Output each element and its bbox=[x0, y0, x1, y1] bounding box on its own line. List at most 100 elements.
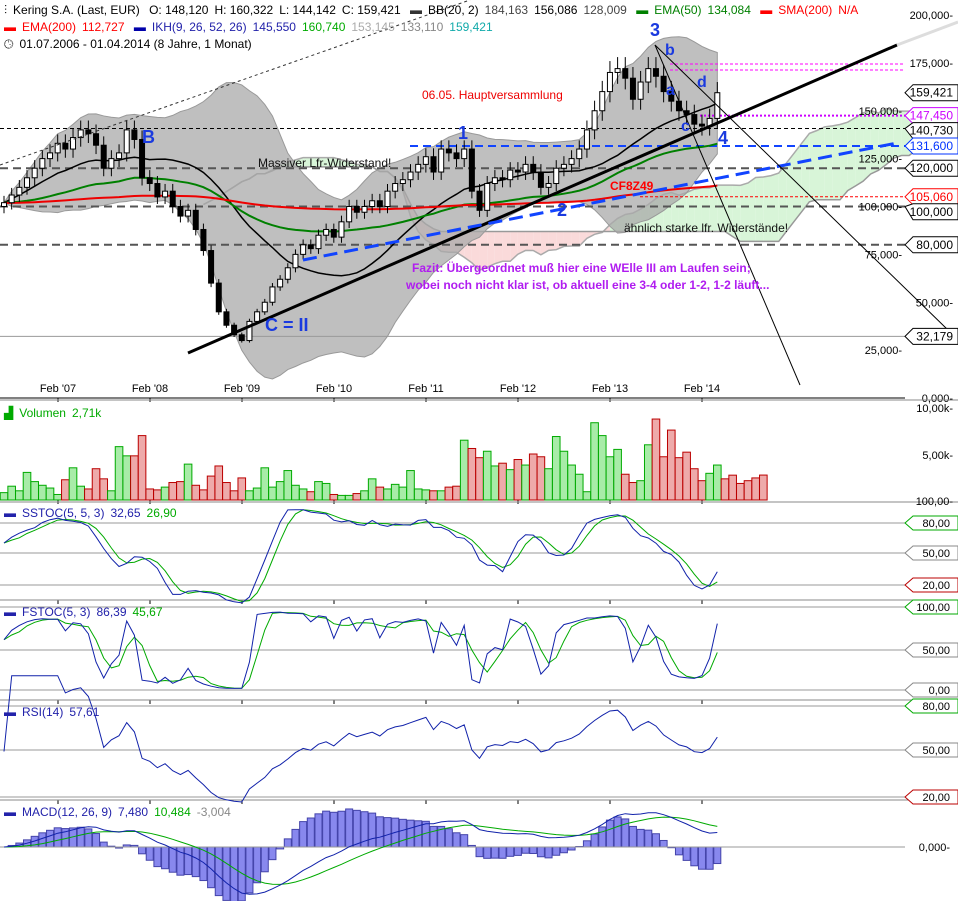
candle-body bbox=[116, 152, 123, 160]
volume-bar bbox=[337, 494, 346, 501]
y-tick-label: 200,000- bbox=[910, 10, 954, 22]
candle-body bbox=[399, 179, 406, 185]
ichimoku-cloud-segment bbox=[840, 122, 848, 200]
ichimoku-cloud-segment bbox=[579, 231, 587, 247]
candle-body bbox=[246, 320, 253, 342]
candle-body bbox=[323, 228, 330, 236]
volume-bar bbox=[206, 475, 216, 501]
candle-body bbox=[231, 324, 238, 336]
volume-bar bbox=[551, 436, 561, 501]
volume-bar bbox=[252, 487, 262, 501]
volume-bar bbox=[398, 486, 408, 501]
volume-bar bbox=[291, 484, 300, 501]
candle-body bbox=[346, 206, 353, 223]
volume-bar bbox=[214, 465, 224, 501]
volume-icon: ▟ bbox=[4, 406, 14, 420]
macd-histogram-bar bbox=[191, 846, 200, 878]
macd-histogram-bar bbox=[383, 817, 392, 848]
candle-body bbox=[8, 194, 15, 204]
volume-bar bbox=[30, 481, 39, 501]
macd-histogram-bar bbox=[268, 846, 277, 861]
ichimoku-cloud-segment bbox=[878, 108, 887, 171]
ichimoku-cloud-segment bbox=[755, 177, 764, 242]
candle-body bbox=[192, 209, 199, 230]
y-tick-label: 25,000- bbox=[865, 345, 903, 357]
volume-bar bbox=[390, 483, 400, 501]
volume-bar bbox=[628, 482, 638, 501]
macd-histogram-bar bbox=[529, 846, 538, 855]
candle-body bbox=[560, 163, 567, 169]
macd-histogram-bar bbox=[605, 819, 614, 848]
macd-histogram-bar bbox=[460, 834, 469, 848]
ichimoku-cloud-segment bbox=[701, 187, 710, 232]
volume-bar bbox=[22, 471, 32, 501]
price-level-tag bbox=[904, 327, 958, 345]
ichimoku-cloud-segment bbox=[303, 157, 311, 167]
macd-histogram-bar bbox=[299, 821, 308, 848]
macd-histogram-bar bbox=[46, 829, 55, 848]
price-level-tag bbox=[904, 203, 958, 221]
volume-bar bbox=[76, 485, 86, 501]
volume-bar bbox=[705, 472, 714, 501]
candle-body bbox=[215, 282, 222, 313]
macd-histogram-bar bbox=[636, 828, 645, 848]
candle-body bbox=[491, 177, 498, 185]
candle-body bbox=[39, 158, 46, 169]
price-level-value: 131,600 bbox=[910, 139, 954, 153]
candle-body bbox=[445, 148, 452, 154]
ichimoku-cloud-segment bbox=[740, 183, 748, 242]
macd-main-line bbox=[3, 812, 718, 895]
candle-body bbox=[622, 68, 629, 79]
candle-body bbox=[407, 171, 414, 181]
wave-C-label: C = II bbox=[265, 315, 309, 335]
volume-bar bbox=[137, 435, 147, 501]
volume-bar bbox=[268, 486, 277, 501]
volume-bar bbox=[321, 482, 331, 501]
volume-bar bbox=[544, 468, 553, 501]
candle-body bbox=[277, 278, 284, 288]
ichimoku-cloud-segment bbox=[686, 189, 695, 232]
ichimoku-cloud-segment bbox=[732, 185, 741, 242]
volume-bar bbox=[690, 468, 699, 501]
sma200-legend-icon: ▬ bbox=[760, 3, 773, 17]
candle-body bbox=[568, 158, 575, 165]
ikh-span-b: 133,110 bbox=[400, 20, 444, 34]
ichimoku-cloud-segment bbox=[310, 157, 319, 167]
candle-body bbox=[392, 183, 399, 192]
rsi-level-tag bbox=[904, 789, 958, 805]
x-tick-label: Feb '11 bbox=[408, 383, 444, 395]
volume-bar bbox=[237, 477, 247, 501]
ichimoku-cloud-segment bbox=[494, 231, 503, 264]
candle-body bbox=[514, 169, 521, 173]
annotation-hauptversammlung: 06.05. Hauptversammlung bbox=[422, 88, 563, 102]
ema200-line bbox=[3, 184, 718, 211]
sstoc-level-label: 20,00 bbox=[922, 580, 950, 592]
fstoc-signal-line bbox=[3, 612, 718, 689]
sstoc-icon: ▬ bbox=[4, 506, 16, 520]
rsi-label: RSI(14) bbox=[22, 705, 64, 719]
candle-body bbox=[668, 91, 675, 102]
trendline-support bbox=[187, 43, 898, 355]
ikh-chikou: 159,421 bbox=[449, 20, 493, 34]
price-level-value: 159,421 bbox=[910, 86, 954, 100]
macd-histogram-bar bbox=[651, 833, 660, 848]
candle-body bbox=[93, 133, 100, 146]
volume-bar bbox=[84, 488, 93, 501]
volume-bar bbox=[490, 465, 500, 501]
volume-bar bbox=[459, 439, 469, 501]
volume-bar bbox=[613, 448, 622, 501]
low-value: L: 144,142 bbox=[279, 3, 336, 17]
candle-body bbox=[545, 183, 552, 188]
y-tick-label: 100,000- bbox=[859, 202, 903, 214]
candle-body bbox=[238, 334, 245, 342]
volume-bar bbox=[45, 487, 55, 501]
fstoc-level-tag bbox=[904, 682, 958, 698]
price-level-value: 80,000 bbox=[916, 238, 953, 252]
volume-bar bbox=[513, 459, 523, 501]
macd-histogram-bar bbox=[314, 813, 323, 848]
sstoc-level-label: 80,00 bbox=[922, 518, 950, 530]
ichimoku-cloud-segment bbox=[794, 143, 802, 222]
macd-histogram-bar bbox=[322, 810, 331, 848]
annotation-fazit-line-2: wobei noch nicht klar ist, ob aktuell ei… bbox=[406, 278, 770, 292]
